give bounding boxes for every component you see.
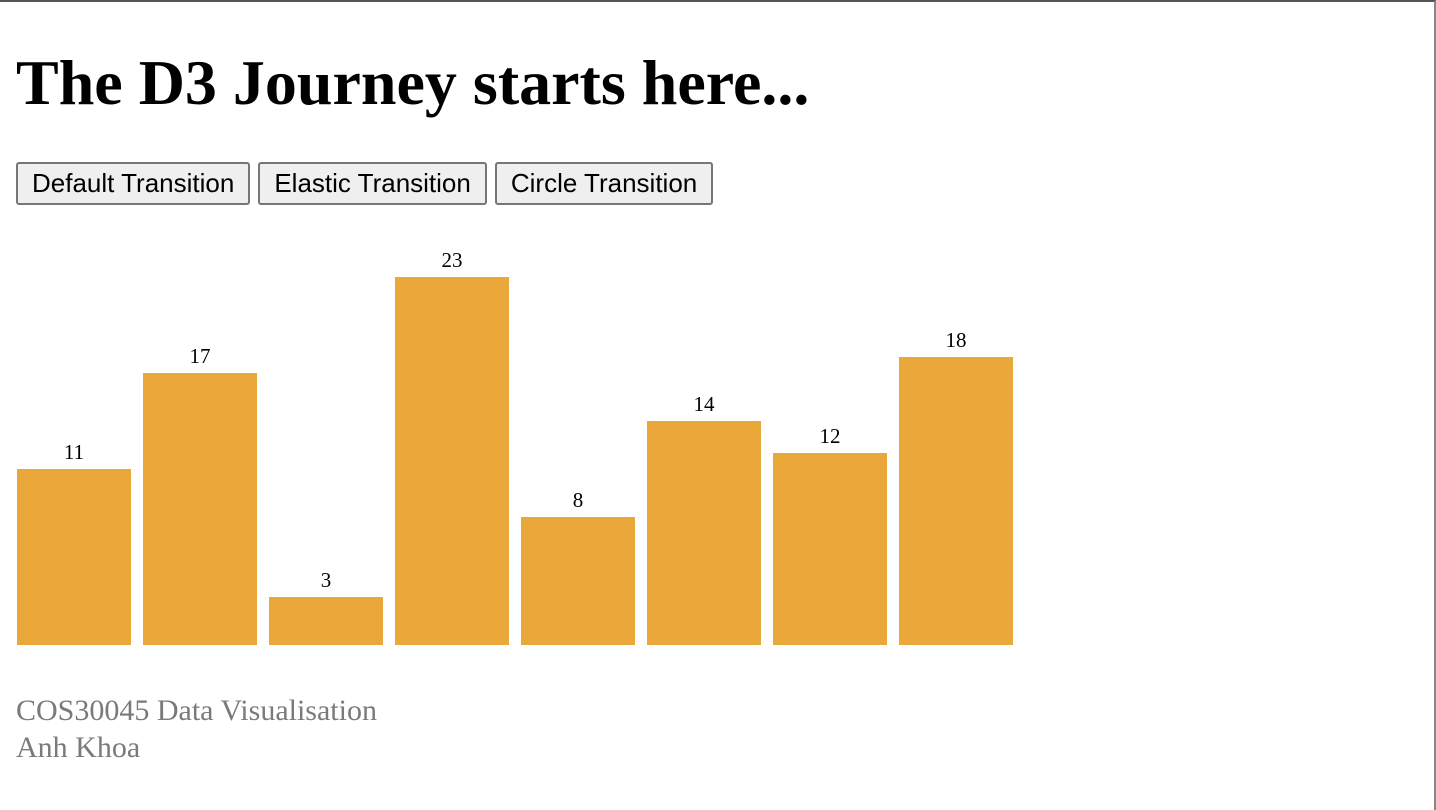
bar-8 xyxy=(899,357,1013,645)
bar-value-label-5: 8 xyxy=(573,488,584,512)
default-transition-button[interactable]: Default Transition xyxy=(16,162,251,205)
bar-5 xyxy=(521,517,635,645)
page-title: The D3 Journey starts here... xyxy=(16,47,810,118)
bar-4 xyxy=(395,277,509,645)
bar-value-label-1: 11 xyxy=(64,440,84,464)
bar-3 xyxy=(269,597,383,645)
bar-value-label-6: 14 xyxy=(694,392,716,416)
bar-6 xyxy=(647,421,761,645)
footer-course: COS30045 Data Visualisation xyxy=(16,694,377,727)
transition-button-group: Default Transition Elastic Transition Ci… xyxy=(16,162,714,205)
bar-chart: 11 17 3 23 8 14 12 18 xyxy=(17,248,1013,645)
bar-value-label-4: 23 xyxy=(442,248,463,272)
bar-value-label-2: 17 xyxy=(190,344,211,368)
elastic-transition-button[interactable]: Elastic Transition xyxy=(258,162,487,205)
footer: COS30045 Data Visualisation Anh Khoa xyxy=(16,692,377,766)
bar-2 xyxy=(143,373,257,645)
bar-value-label-8: 18 xyxy=(946,328,967,352)
circle-transition-button[interactable]: Circle Transition xyxy=(494,162,714,205)
bar-value-label-3: 3 xyxy=(321,568,332,592)
bar-7 xyxy=(773,453,887,645)
bar-value-label-7: 12 xyxy=(820,424,841,448)
footer-author: Anh Khoa xyxy=(16,731,141,764)
bar-1 xyxy=(17,469,131,645)
